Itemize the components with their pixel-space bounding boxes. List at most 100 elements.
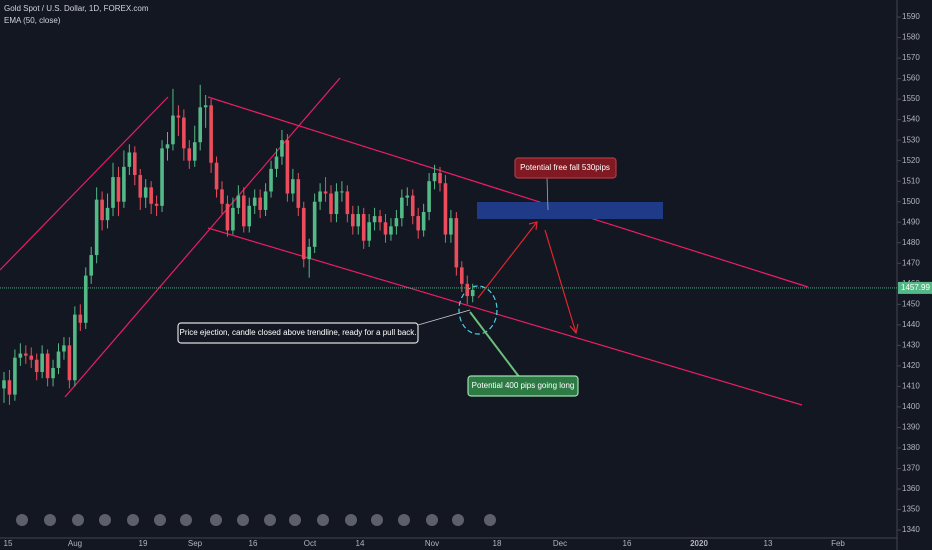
candle-body <box>372 216 377 223</box>
candle-body <box>258 197 262 210</box>
candle-body <box>40 353 44 373</box>
candle-body <box>160 148 164 206</box>
candle-body <box>307 246 311 260</box>
candle-body <box>203 105 208 108</box>
x-tick-label: 19 <box>139 539 148 548</box>
candle-body <box>187 148 192 161</box>
y-tick-label: 1490 <box>902 217 920 226</box>
candle-body <box>252 197 257 206</box>
event-icon <box>317 514 329 526</box>
x-tick-label: 18 <box>493 539 502 548</box>
candle-body <box>220 189 224 204</box>
x-tick-label: Feb <box>831 539 845 548</box>
candle-body <box>171 115 175 145</box>
candle-body <box>432 172 437 182</box>
event-icon <box>484 514 496 526</box>
candle-body <box>421 211 426 231</box>
candle-body <box>116 177 121 202</box>
y-tick-label: 1590 <box>902 12 920 21</box>
y-tick-label: 1390 <box>902 423 920 432</box>
event-icon <box>264 514 276 526</box>
y-tick-label: 1370 <box>902 464 920 473</box>
event-icon <box>426 514 438 526</box>
candle-body <box>24 353 28 356</box>
pointer <box>417 309 471 326</box>
candle-body <box>269 168 273 192</box>
event-icon <box>44 514 56 526</box>
y-tick-label: 1570 <box>902 53 920 62</box>
arrow-head <box>569 323 579 335</box>
candle-body <box>454 218 459 268</box>
candle-body <box>345 191 350 215</box>
event-icon <box>289 514 301 526</box>
candle-body <box>2 380 6 389</box>
candle-body <box>67 345 72 381</box>
annotation: Price ejection, candle closed above tren… <box>179 328 416 337</box>
candle-body <box>323 191 328 194</box>
candle-body <box>83 275 88 323</box>
candle-body <box>383 222 388 235</box>
candle-body <box>438 172 442 184</box>
candle-body <box>34 359 39 373</box>
event-icon <box>127 514 139 526</box>
candle-body <box>198 107 202 143</box>
candle-body <box>356 214 361 227</box>
candle-body <box>231 207 235 231</box>
candle-body <box>89 255 93 276</box>
y-tick-label: 1380 <box>902 443 920 452</box>
y-tick-label: 1350 <box>902 505 920 514</box>
event-icon <box>72 514 84 526</box>
candle-body <box>329 193 333 215</box>
x-tick-label: 13 <box>764 539 773 548</box>
y-tick-label: 1580 <box>902 33 920 42</box>
candle-body <box>13 357 17 395</box>
trendline <box>207 96 809 288</box>
callout <box>177 322 419 344</box>
candle-body <box>389 226 393 235</box>
y-tick-label: 1450 <box>902 299 920 308</box>
trendline <box>64 77 341 398</box>
candle-body <box>133 152 137 176</box>
x-tick-label: Dec <box>553 539 567 548</box>
candle-body <box>143 187 148 198</box>
candle-body <box>45 353 50 379</box>
callout <box>514 157 617 179</box>
x-tick-label: 14 <box>356 539 365 548</box>
marks <box>2 84 475 405</box>
y-tick-label: 1410 <box>902 382 920 391</box>
y-tick-label: 1340 <box>902 525 920 534</box>
x-tick-label: 16 <box>623 539 632 548</box>
y-tick-label: 1500 <box>902 197 920 206</box>
event-icon <box>16 514 28 526</box>
candle-body <box>62 345 66 352</box>
candle-body <box>318 191 322 202</box>
arrow-head <box>528 221 538 231</box>
candle-body <box>460 267 464 284</box>
trendline <box>207 227 803 406</box>
candle-body <box>51 367 55 379</box>
event-icon <box>237 514 249 526</box>
y-tick-label: 1530 <box>902 135 920 144</box>
event-icon <box>99 514 111 526</box>
candle-body <box>29 355 34 360</box>
candle-body <box>470 289 475 297</box>
candle-body <box>427 181 431 212</box>
x-tick-label: 2020 <box>690 539 708 548</box>
chart-title: Gold Spot / U.S. Dollar, 1D, FOREX.com <box>4 4 149 13</box>
y-tick-label: 1560 <box>902 74 920 83</box>
event-icon <box>452 514 464 526</box>
candle-body <box>154 203 159 206</box>
arrow <box>477 221 538 299</box>
y-tick-label: 1470 <box>902 258 920 267</box>
indicator-label: EMA (50, close) <box>4 16 61 25</box>
candle-body <box>149 187 153 204</box>
candle-body <box>182 117 186 149</box>
candle-body <box>138 175 143 198</box>
event-icon <box>371 514 383 526</box>
candle-body <box>94 199 99 256</box>
event-icon <box>154 514 166 526</box>
candle-body <box>247 205 252 227</box>
candle-body <box>443 183 448 235</box>
candle-body <box>465 283 470 297</box>
